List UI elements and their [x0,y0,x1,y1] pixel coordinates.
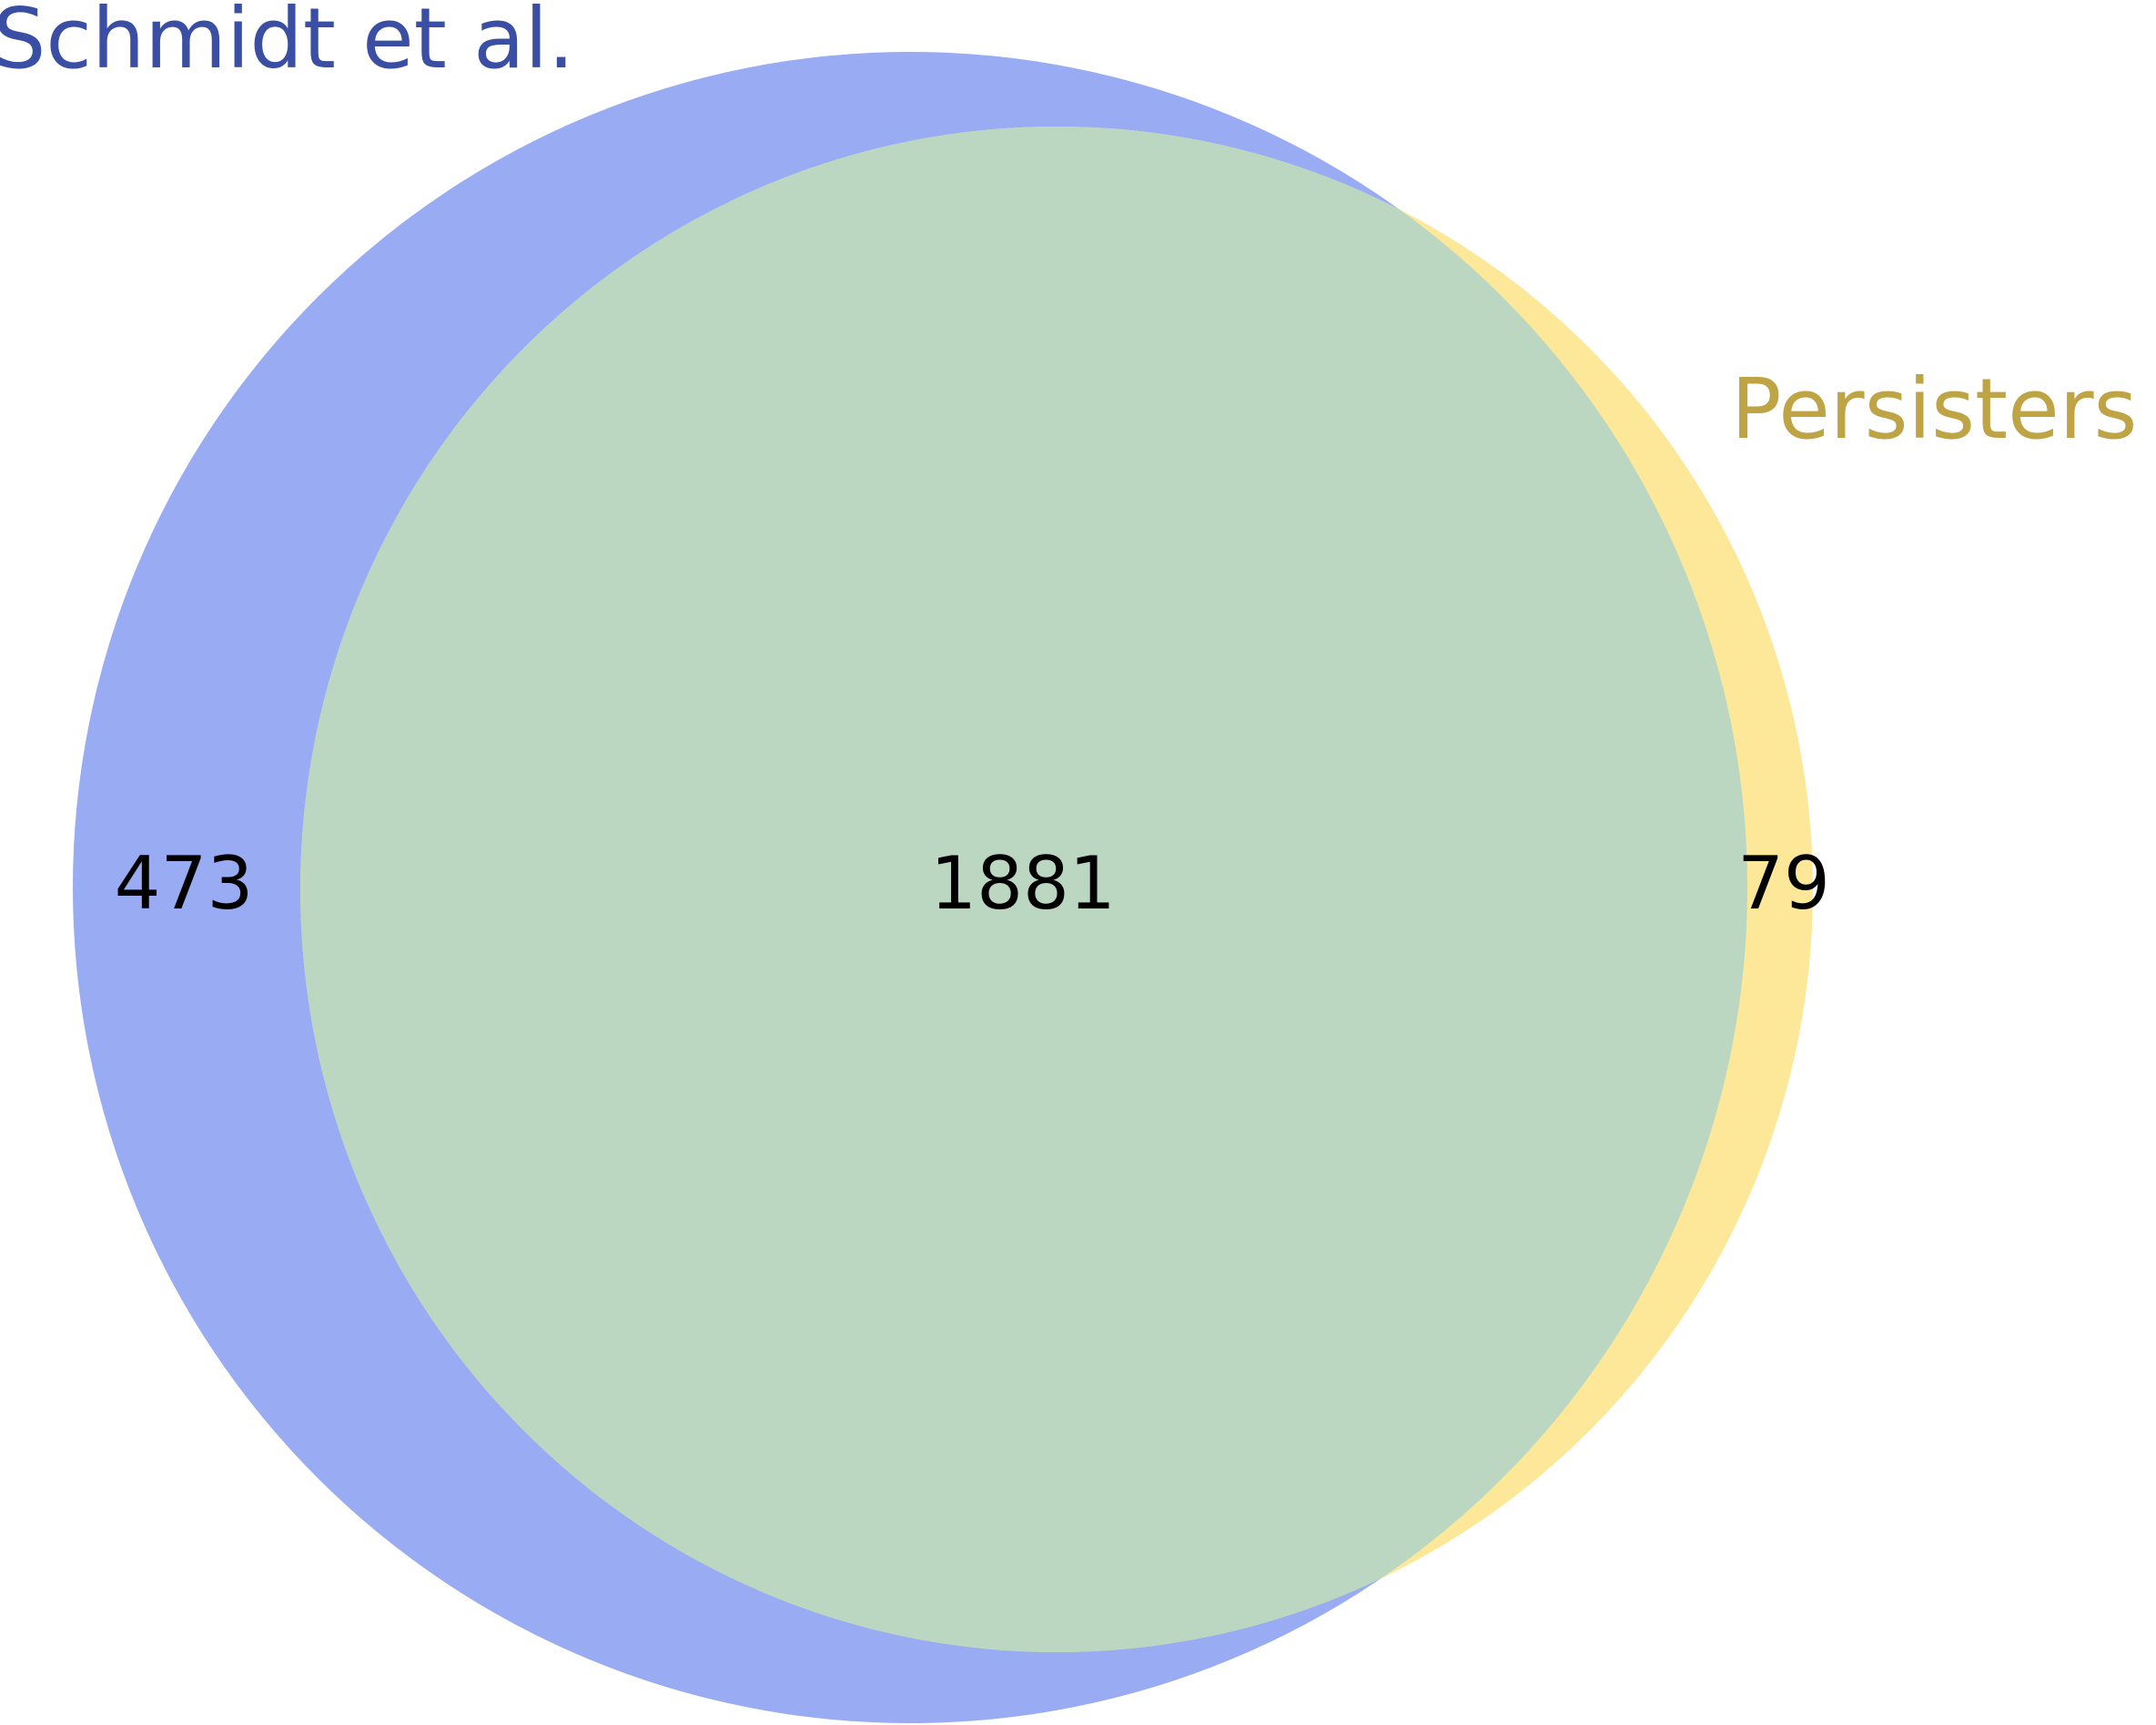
count-only-b: 79 [1737,841,1830,926]
set-b-label: Persisters [1731,360,2137,458]
set-a-label: Schmidt et al. [0,0,574,87]
count-intersection: 1881 [930,841,1116,926]
intersection-region [300,127,1747,1652]
count-only-a: 473 [115,841,254,926]
